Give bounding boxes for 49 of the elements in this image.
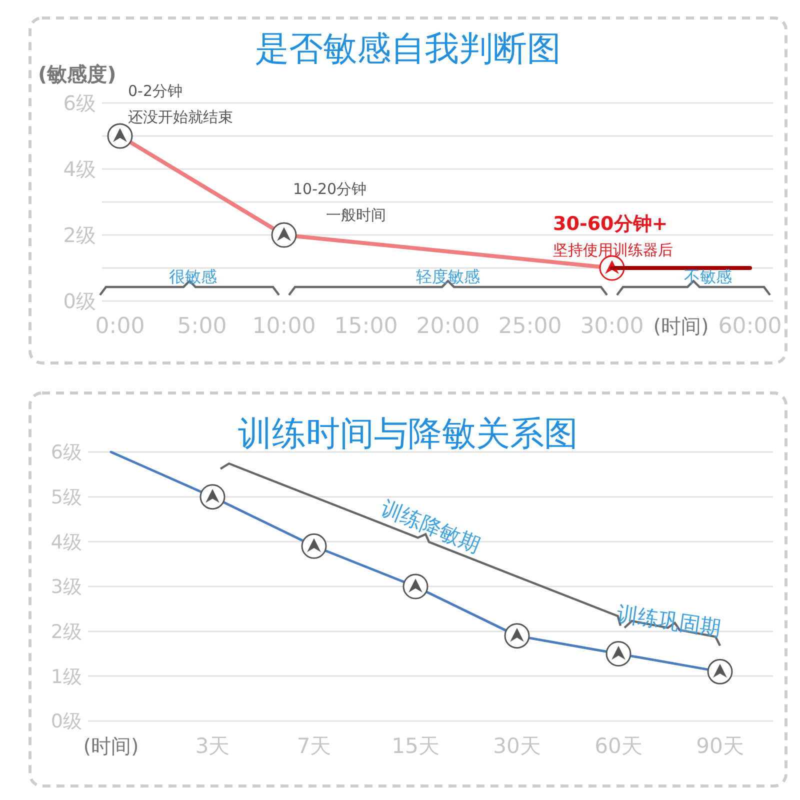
x-tick-label: 15天 [392, 734, 440, 758]
x-tick-label: 20:00 [416, 314, 480, 339]
chart-title: 训练时间与降敏关系图 [238, 414, 578, 454]
point [504, 623, 530, 649]
annotation: 很敏感 [169, 267, 217, 286]
annotation: 30-60分钟+ [553, 213, 668, 235]
y-tick-label: 3级 [50, 576, 82, 598]
y-tick-label: 6级 [50, 442, 82, 464]
annotation: 坚持使用训练器后 [553, 241, 673, 259]
x-tick-label: 60:00 [718, 314, 782, 339]
point [301, 533, 327, 559]
chart-title: 是否敏感自我判断图 [255, 29, 561, 69]
y-tick-label: 4级 [63, 157, 96, 181]
y-tick-label: 1级 [50, 666, 82, 688]
x-tick-label: 60天 [594, 734, 642, 758]
x-tick-label: 0:00 [95, 314, 145, 339]
point [200, 484, 226, 510]
annotation: 轻度敏感 [416, 267, 480, 286]
x-tick-label: 10:00 [252, 314, 316, 339]
x-tick-label: 90天 [696, 734, 744, 758]
y-tick-label: 2级 [50, 620, 82, 643]
x-axis-title: (时间) [653, 314, 709, 338]
x-tick-label: 5:00 [177, 314, 227, 339]
y-tick-label: 5级 [50, 486, 82, 508]
annotation: 训练巩固期 [615, 602, 723, 640]
y-axis-title: (敏感度) [38, 62, 116, 86]
x-tick-label: 30:00 [580, 314, 644, 339]
x-tick-label: 25:00 [498, 314, 562, 339]
y-tick-label: 0级 [50, 710, 82, 733]
point [271, 222, 297, 248]
point [402, 574, 428, 600]
annotation: 还没开始就结束 [128, 108, 233, 126]
x-tick-label: 3天 [195, 734, 230, 758]
annotation: 训练降敏期 [377, 496, 484, 558]
y-tick-label: 6级 [63, 91, 96, 115]
text: 0-2分钟 [128, 82, 182, 100]
y-tick-label: 0级 [63, 289, 96, 313]
y-tick-label: 2级 [63, 223, 96, 247]
annotation: 10-20分钟 [293, 180, 367, 198]
y-tick-label: 4级 [50, 531, 82, 554]
x-axis-title: (时间) [83, 734, 139, 758]
annotation: 不敏感 [684, 267, 732, 286]
x-tick-label: 30天 [493, 734, 541, 758]
x-tick-label: 15:00 [334, 314, 398, 339]
point [707, 658, 733, 684]
point [606, 641, 632, 666]
point [107, 123, 133, 149]
x-tick-label: 7天 [296, 734, 332, 758]
annotation: 一般时间 [326, 206, 386, 224]
